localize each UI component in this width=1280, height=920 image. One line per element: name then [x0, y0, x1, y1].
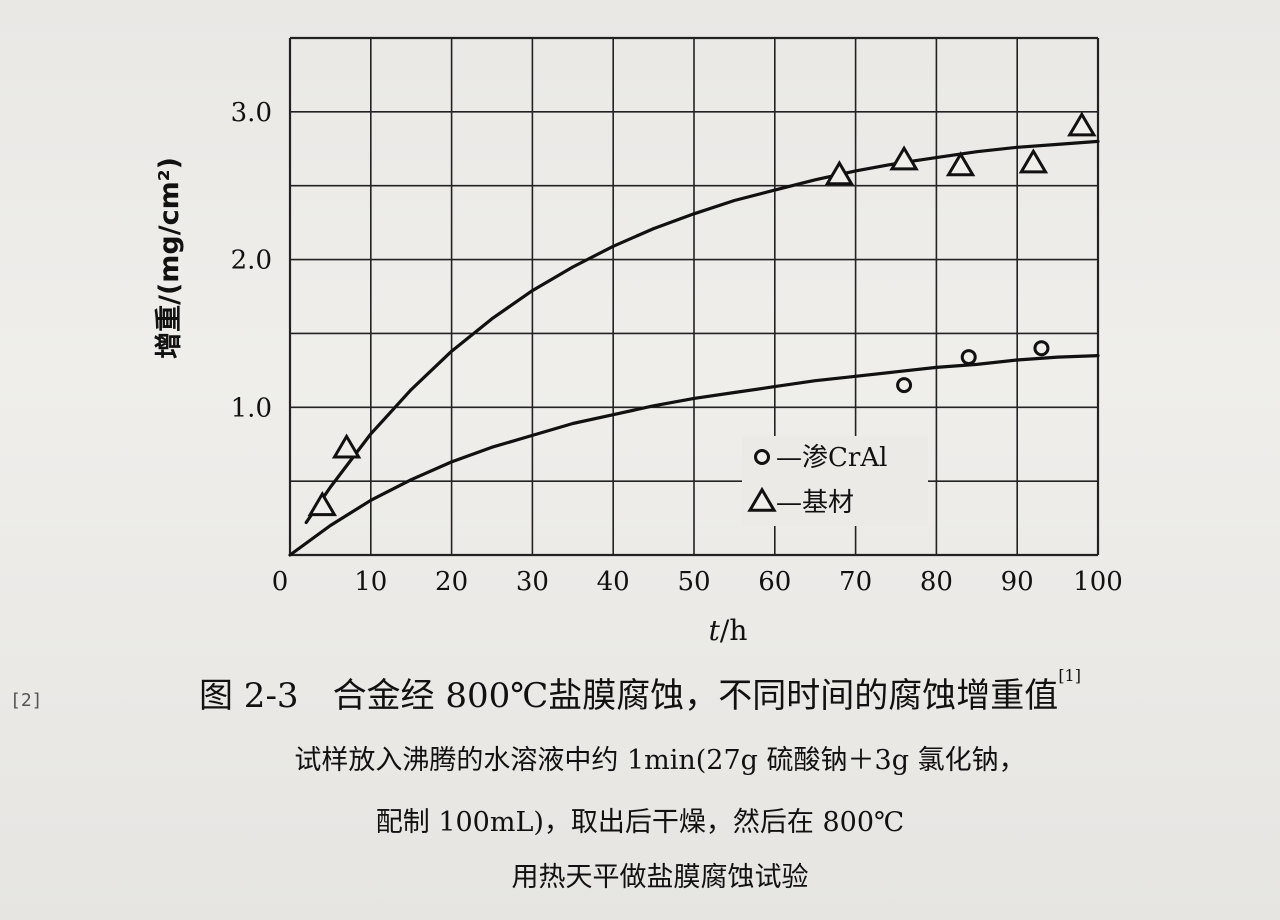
data-point-triangle [1067, 111, 1097, 137]
y-tick-label: 3.0 [231, 98, 272, 128]
legend: —渗CrAl —基材 [747, 443, 887, 518]
grid [288, 36, 1100, 557]
x-tick-label: 50 [677, 567, 710, 597]
x-tick-label: 70 [839, 567, 872, 597]
fit-curves [288, 139, 1100, 557]
data-point-circle [960, 349, 977, 366]
figure-title: 合金经 800℃盐膜腐蚀，不同时间的腐蚀增重值 [332, 676, 1059, 716]
data-point-triangle [1018, 148, 1049, 174]
data-point-triangle [331, 433, 362, 459]
chart: 0 10 20 30 40 50 60 70 80 90 100 1.0 2.0 3.0 —渗CrAl —基… [153, 36, 1123, 647]
data-point-circle [1033, 340, 1050, 357]
data-point-circle [896, 377, 913, 394]
x-tick-label: 90 [1001, 567, 1034, 597]
x-tick-label: 40 [597, 567, 630, 597]
legend-marker-circle [754, 449, 770, 465]
side-reference-note: [2] [10, 690, 43, 711]
x-tick-label: 100 [1073, 567, 1123, 597]
legend-label: —渗CrAl [776, 443, 887, 473]
x-tick-label: 20 [435, 567, 468, 597]
legend-label: —基材 [776, 488, 854, 518]
tick-labels: 0 10 20 30 40 50 60 70 80 90 100 1.0 2.0 3.0 [231, 98, 1123, 597]
axis-labels: t/h 增重/(mg/cm²) [153, 157, 747, 647]
figure-caption: 图 2-3 合金经 800℃盐膜腐蚀，不同时间的腐蚀增重值[1] [0, 666, 1280, 717]
data-points [307, 111, 1097, 517]
x-tick-label: 0 [272, 567, 289, 597]
y-tick-label: 1.0 [231, 393, 272, 423]
data-point-triangle [307, 491, 338, 517]
x-tick-label: 60 [758, 567, 791, 597]
caption-description-line-3: 用热天平做盐膜腐蚀试验 [511, 862, 809, 893]
y-tick-label: 2.0 [231, 246, 272, 276]
data-point-triangle [824, 160, 855, 186]
x-tick-label: 30 [516, 567, 549, 597]
fit-curve-crAl [288, 354, 1100, 557]
y-axis-label: 增重/(mg/cm²) [153, 157, 185, 359]
x-tick-label: 80 [920, 567, 953, 597]
figure-reference: [1] [1058, 666, 1081, 685]
data-point-triangle [945, 151, 976, 177]
caption-description-line-1: 试样放入沸腾的水溶液中约 1min(27g 硫酸钠＋3g 氯化钠， [294, 745, 1026, 776]
data-point-triangle [889, 145, 919, 171]
x-axis-label: t/h [709, 614, 748, 647]
caption-description-line-2: 配制 100mL)，取出后干燥，然后在 800℃ [375, 807, 905, 838]
x-tick-label: 10 [354, 567, 387, 597]
fit-curve-substrate [304, 139, 1100, 525]
figure-number: 图 2-3 [199, 676, 299, 716]
legend-marker-triangle [747, 486, 777, 512]
